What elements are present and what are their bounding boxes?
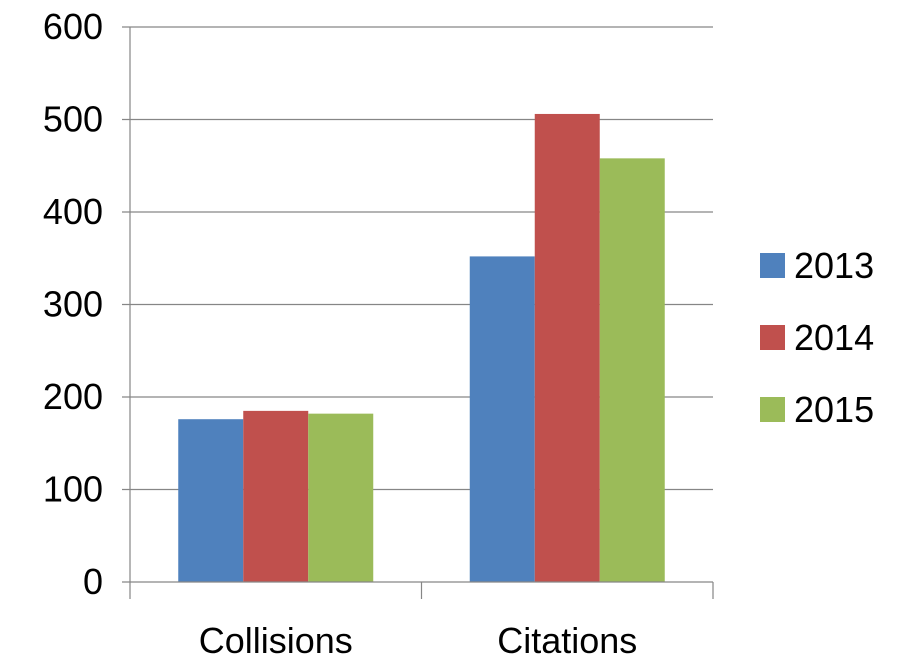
- y-tick-label: 0: [83, 561, 103, 602]
- y-tick-label: 200: [43, 376, 103, 417]
- legend-swatch-2014: [760, 325, 785, 350]
- bar-citations-2014: [534, 113, 600, 582]
- y-tick-label: 500: [43, 99, 103, 140]
- y-tick-label: 300: [43, 284, 103, 325]
- x-category-label: Collisions: [199, 620, 353, 661]
- legend: 2013 2014 2015: [760, 245, 874, 430]
- y-tick-label: 600: [43, 6, 103, 47]
- legend-label: 2015: [794, 389, 874, 430]
- legend-label: 2014: [794, 317, 874, 358]
- legend-label: 2013: [794, 245, 874, 286]
- axes: [122, 27, 714, 599]
- bars: [178, 113, 665, 582]
- x-category-label: Citations: [497, 620, 637, 661]
- legend-swatch-2015: [760, 397, 785, 422]
- y-tick-label: 100: [43, 469, 103, 510]
- bar-citations-2013: [469, 256, 535, 582]
- bar-collisions-2013: [178, 419, 244, 582]
- x-axis-category-labels: Collisions Citations: [199, 620, 638, 661]
- y-axis-tick-labels: 0 100 200 300 400 500 600: [43, 6, 103, 602]
- bar-citations-2015: [599, 158, 665, 582]
- bar-collisions-2015: [308, 413, 374, 582]
- y-tick-label: 400: [43, 191, 103, 232]
- bar-collisions-2014: [243, 410, 309, 582]
- legend-swatch-2013: [760, 253, 785, 278]
